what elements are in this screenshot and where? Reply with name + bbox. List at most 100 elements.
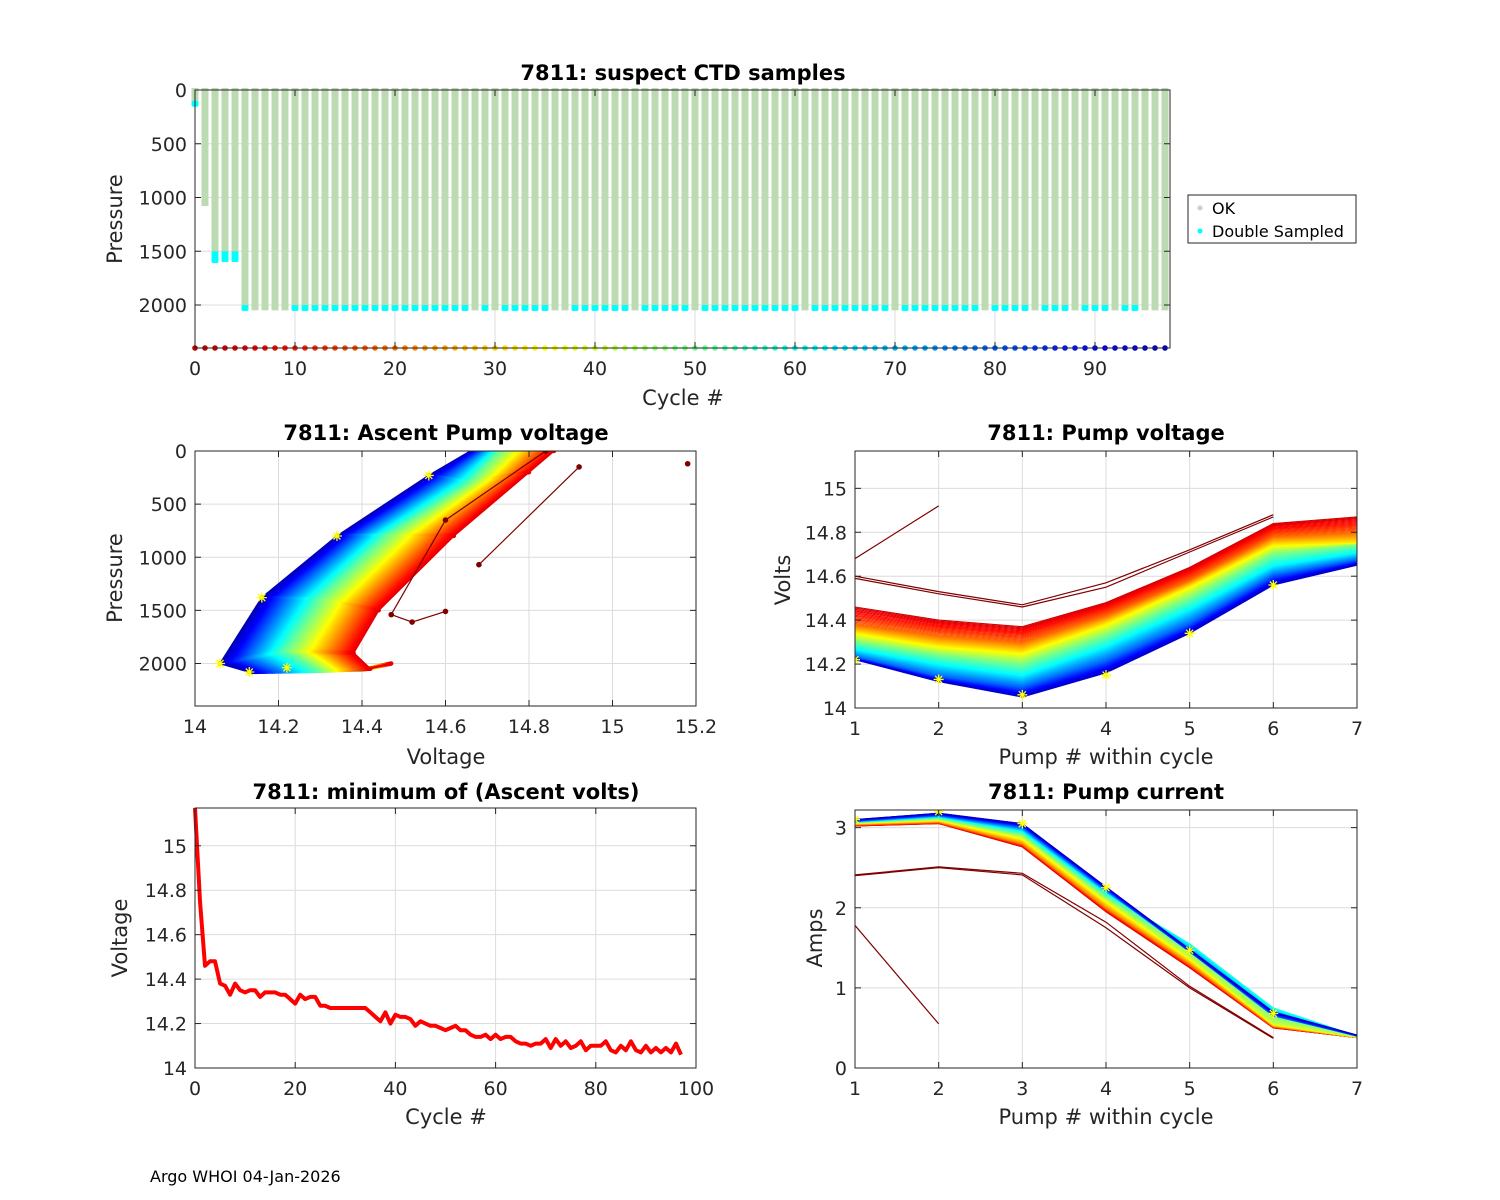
double-sampled-mark xyxy=(291,305,299,311)
y-tick-label: 1000 xyxy=(139,547,187,569)
ok-sample-bar xyxy=(881,88,889,311)
double-sampled-mark xyxy=(481,305,489,311)
pump-current-ylabel: Amps xyxy=(803,908,827,967)
double-sampled-mark xyxy=(881,305,889,311)
min-volts-xlabel: Cycle # xyxy=(405,1105,487,1129)
pump-star-marker xyxy=(1017,689,1028,700)
ok-sample-bar xyxy=(381,88,389,311)
double-sampled-mark xyxy=(701,305,709,311)
double-sampled-mark xyxy=(791,305,799,311)
pump-cycle-line xyxy=(855,549,1357,672)
ok-sample-bar xyxy=(371,88,379,311)
ok-sample-bar xyxy=(661,88,669,311)
pump-cycle-line xyxy=(855,527,1357,639)
pump-cycle-line xyxy=(855,521,1357,633)
pump-cycle-line xyxy=(855,544,1357,665)
double-sampled-mark xyxy=(521,305,529,311)
pump-cycle-line xyxy=(855,530,1357,642)
ok-sample-bar xyxy=(491,88,499,311)
ok-sample-bar xyxy=(691,88,699,311)
x-tick-label: 6 xyxy=(1267,1078,1279,1100)
ok-sample-bar xyxy=(1011,88,1019,311)
pump-current-title: 7811: Pump current xyxy=(988,780,1224,804)
pump-star-marker xyxy=(1101,670,1111,681)
pump-cycle-line xyxy=(855,554,1357,679)
pump-cycle-line xyxy=(855,544,1357,663)
pump-cycle-line xyxy=(855,535,1357,647)
ok-sample-bar xyxy=(791,88,799,311)
ok-sample-bar xyxy=(831,88,839,311)
ok-sample-bar xyxy=(931,88,939,311)
ascent-chart-ylabel: Pressure xyxy=(103,533,127,623)
y-tick-label: 0 xyxy=(175,80,187,102)
x-tick-label: 14.8 xyxy=(508,716,550,738)
double-sampled-mark xyxy=(751,305,759,311)
suspect-chart-xlabel: Cycle # xyxy=(642,386,724,410)
x-tick-label: 7 xyxy=(1351,1078,1363,1100)
y-tick-label: 15 xyxy=(163,836,187,858)
double-sampled-mark xyxy=(961,305,969,311)
double-sampled-mark xyxy=(731,305,739,311)
ok-sample-bar xyxy=(271,88,279,311)
double-sampled-mark xyxy=(781,305,789,311)
ok-sample-bar xyxy=(871,88,879,311)
x-tick-label: 7 xyxy=(1351,718,1363,740)
legend-double-sampled-label: Double Sampled xyxy=(1212,222,1344,241)
ok-sample-bar xyxy=(531,88,539,311)
pump-cycle-line xyxy=(855,546,1357,668)
ascent-point xyxy=(368,666,373,672)
x-tick-label: 14.2 xyxy=(257,716,299,738)
ascent-point xyxy=(376,608,381,613)
double-sampled-mark xyxy=(531,305,539,311)
pump-cycle-line xyxy=(855,553,1357,677)
y-tick-label: 14.2 xyxy=(145,1014,187,1036)
pump-current-chart: 7811: Pump current Pump # within cycle A… xyxy=(803,780,1363,1129)
ok-sample-bar xyxy=(901,88,909,311)
ok-sample-bar xyxy=(481,88,489,311)
x-tick-label: 2 xyxy=(933,1078,945,1100)
x-tick-label: 4 xyxy=(1100,1078,1112,1100)
pump-cycle-line xyxy=(855,522,1357,634)
x-tick-label: 20 xyxy=(383,358,407,380)
y-tick-label: 14 xyxy=(163,1058,187,1080)
ok-sample-bar xyxy=(431,88,439,311)
double-sampled-mark xyxy=(1001,305,1009,311)
ok-sample-bar xyxy=(501,88,509,311)
pump-cycle-line xyxy=(855,518,1357,630)
pump-cycle-line xyxy=(855,556,1357,683)
pump-cycle-line xyxy=(855,549,1357,671)
min-volts-line xyxy=(193,807,683,1056)
double-sampled-mark xyxy=(811,305,819,311)
double-sampled-mark xyxy=(371,305,379,311)
ok-sample-bar xyxy=(761,88,769,311)
ascent-star-marker xyxy=(256,592,267,603)
ok-sample-bar xyxy=(401,88,409,311)
double-sampled-mark xyxy=(351,305,359,311)
ascent-point xyxy=(351,650,356,656)
ok-sample-bar xyxy=(281,88,289,311)
pump-cycle-line xyxy=(855,546,1357,667)
double-sampled-mark xyxy=(321,305,329,311)
pump-cycle-line xyxy=(855,520,1357,632)
double-sampled-mark xyxy=(391,305,399,311)
ascent-star-marker xyxy=(281,662,292,673)
double-sampled-mark xyxy=(681,305,689,311)
ok-sample-bar xyxy=(601,88,609,311)
y-tick-label: 1 xyxy=(835,978,847,1000)
pump-cycle-line xyxy=(855,533,1357,645)
ok-sample-bar xyxy=(571,88,579,311)
pump-cycle-line xyxy=(855,547,1357,670)
y-tick-label: 2 xyxy=(835,898,847,920)
pump-cycle-line xyxy=(855,534,1357,646)
ok-sample-bar xyxy=(1161,88,1169,311)
ok-sample-bar xyxy=(311,88,319,311)
double-sampled-mark xyxy=(971,305,979,311)
pump-cycle-line xyxy=(855,556,1357,683)
ok-sample-bar xyxy=(861,88,869,311)
pump-cycle-line xyxy=(855,544,1357,661)
pump-cycle-line xyxy=(855,555,1357,682)
pump-cycle-line xyxy=(855,553,1357,678)
pump-star-marker xyxy=(1101,882,1111,893)
pump-cycle-line xyxy=(855,525,1357,637)
